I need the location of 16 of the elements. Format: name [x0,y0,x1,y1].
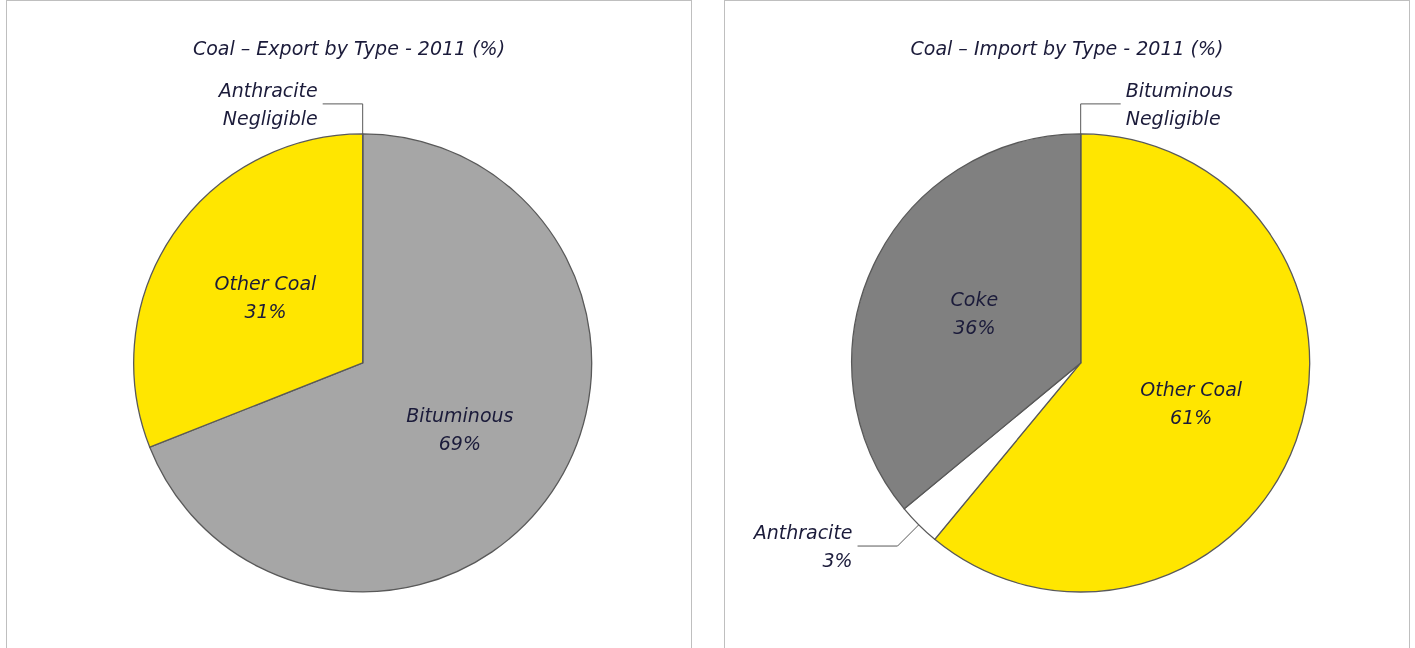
slice-label: Other Coal [214,271,318,294]
data-label: 31% [244,299,287,322]
chart-title: Coal – Export by Type - 2011 (%) [192,36,506,59]
category-label: Anthracite [218,78,318,101]
data-label: 61% [1170,405,1213,428]
data-label: 36% [953,315,996,338]
chart-title: Coal – Import by Type - 2011 (%) [910,36,1224,59]
text: Negligible [1125,106,1221,129]
slice-label: Other Coal [1140,377,1243,400]
slice-label: Coke [950,287,999,310]
data-label: 69% [438,431,481,454]
text: Negligible [222,106,318,129]
data-label: 3% [822,549,853,572]
slice-label: Bituminous [406,403,514,426]
slice-label: Anthracite [751,521,853,544]
category-label: Bituminous [1125,78,1233,101]
